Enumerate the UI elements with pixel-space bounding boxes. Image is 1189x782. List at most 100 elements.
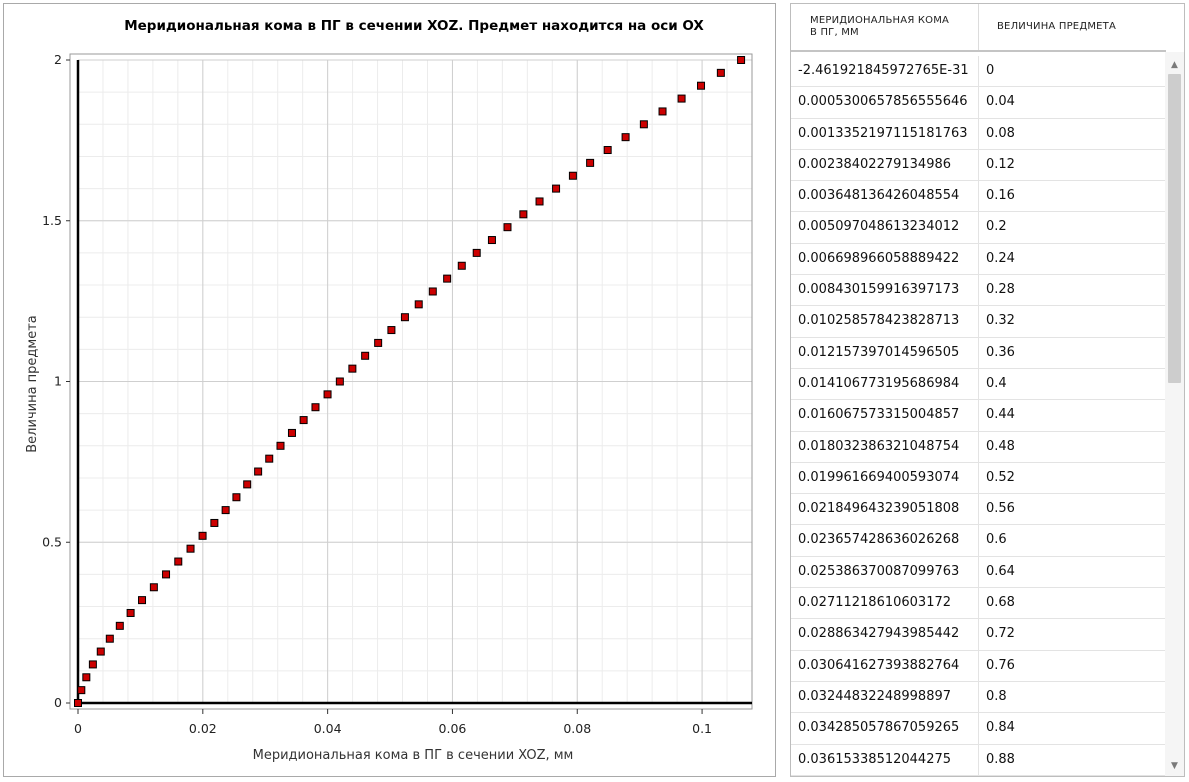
table-row[interactable]: 0.03244832248998897 0.8 [791, 681, 1166, 714]
cell-coma: 0.021849643239051808 [791, 494, 979, 525]
data-point [586, 158, 595, 167]
cell-coma: 0.023657428636026268 [791, 525, 979, 556]
data-point [105, 634, 114, 643]
data-point [198, 531, 207, 540]
data-table: МЕРИДИОНАЛЬНАЯ КОМА В ПГ, ММ ВЕЛИЧИНА ПР… [790, 3, 1185, 777]
table-row[interactable]: 0.034285057867059265 0.84 [791, 713, 1166, 745]
tick-labels: 0 0.02 0.04 0.06 0.08 0.1 0 0.5 1 1.5 2 [42, 52, 712, 736]
cell-coma: 0.030641627393882764 [791, 650, 979, 681]
table-row[interactable]: 0.0005300657856555646 0.04 [791, 87, 1166, 119]
cell-object-size: 0.44 [979, 400, 1166, 431]
data-point [299, 416, 308, 425]
table-row[interactable]: 0.021849643239051808 0.56 [791, 494, 1166, 526]
data-point [287, 428, 296, 437]
cell-coma: 0.016067573315004857 [791, 400, 979, 431]
table-row[interactable]: 0.00238402279134986 0.12 [791, 149, 1166, 182]
data-point [186, 544, 195, 553]
chart-panel: Меридиональная кома в ПГ в сечении XOZ. … [3, 3, 776, 777]
cell-object-size: 0.64 [979, 556, 1166, 588]
scatter-chart: Меридиональная кома в ПГ в сечении XOZ. … [25, 18, 753, 763]
table-row[interactable]: 0.006698966058889422 0.24 [791, 243, 1166, 276]
chevron-up-icon[interactable]: ▲ [1171, 60, 1178, 70]
table-header: МЕРИДИОНАЛЬНАЯ КОМА В ПГ, ММ ВЕЛИЧИНА ПР… [791, 4, 1166, 52]
data-point [149, 583, 158, 592]
data-point [400, 313, 409, 322]
y-tick-label: 2 [54, 52, 62, 67]
table-row[interactable]: 0.03615338512044275 0.88 [791, 744, 1166, 776]
cell-object-size: 0.52 [979, 462, 1166, 494]
chevron-down-icon[interactable]: ▼ [1171, 761, 1178, 771]
y-tick-label: 0 [54, 695, 62, 710]
y-tick-label: 1 [54, 374, 62, 389]
table-row[interactable]: 0.014106773195686984 0.4 [791, 368, 1166, 401]
table-row[interactable]: 0.028863427943985442 0.72 [791, 619, 1166, 651]
data-point [697, 81, 706, 90]
table-row[interactable]: -2.461921845972765E-31 0 [791, 56, 1166, 88]
data-point [535, 197, 544, 206]
table-row[interactable]: 0.025386370087099763 0.64 [791, 556, 1166, 589]
x-axis-label: Меридиональная кома в ПГ в сечении XOZ, … [253, 748, 574, 763]
data-point [361, 351, 370, 360]
cell-object-size: 0.2 [979, 212, 1166, 243]
data-point [115, 621, 124, 630]
cell-coma: 0.012157397014596505 [791, 337, 979, 368]
table-row[interactable]: 0.0013352197115181763 0.08 [791, 118, 1166, 150]
data-point [323, 390, 332, 399]
data-points [74, 56, 746, 707]
cell-object-size: 0.12 [979, 149, 1166, 181]
cell-object-size: 0.4 [979, 368, 1166, 400]
table-row[interactable]: 0.018032386321048754 0.48 [791, 431, 1166, 463]
scrollbar-thumb[interactable] [1168, 74, 1181, 383]
cell-coma: 0.03615338512044275 [791, 744, 979, 775]
data-point [265, 454, 274, 463]
column-header-coma-line2: В ПГ, ММ [810, 27, 859, 38]
x-tick-label: 0.06 [439, 721, 467, 736]
cell-coma: 0.028863427943985442 [791, 619, 979, 650]
chart-title: Меридиональная кома в ПГ в сечении XOZ. … [124, 18, 704, 34]
cell-coma: 0.019961669400593074 [791, 462, 979, 494]
table-body: -2.461921845972765E-31 0 0.000530065785655… [791, 56, 1166, 776]
data-point [677, 94, 686, 103]
cell-coma: 0.00238402279134986 [791, 149, 979, 181]
data-point [472, 248, 481, 257]
table-row[interactable]: 0.003648136426048554 0.16 [791, 181, 1166, 213]
data-point [210, 518, 219, 527]
data-point [311, 403, 320, 412]
data-point [737, 56, 746, 64]
cell-object-size: 0.56 [979, 494, 1166, 525]
vertical-scrollbar[interactable]: ▲ ▼ [1165, 52, 1184, 776]
data-point [716, 68, 725, 77]
data-point [276, 441, 285, 450]
cell-coma: 0.0013352197115181763 [791, 118, 979, 149]
cell-coma: -2.461921845972765E-31 [791, 56, 979, 87]
table-row[interactable]: 0.030641627393882764 0.76 [791, 650, 1166, 682]
data-point [552, 184, 561, 193]
data-point [243, 480, 252, 489]
table-row[interactable]: 0.008430159916397173 0.28 [791, 275, 1166, 307]
x-tick-label: 0.04 [314, 721, 342, 736]
column-header-object-size[interactable]: ВЕЛИЧИНА ПРЕДМЕТА [997, 21, 1117, 32]
cell-object-size: 0.68 [979, 588, 1166, 619]
data-point [387, 326, 396, 335]
data-point [232, 493, 241, 502]
y-tick-label: 1.5 [42, 213, 62, 228]
data-point [335, 377, 344, 386]
column-header-coma[interactable]: МЕРИДИОНАЛЬНАЯ КОМА В ПГ, ММ [791, 4, 979, 50]
table-row[interactable]: 0.012157397014596505 0.36 [791, 337, 1166, 369]
data-point [221, 506, 230, 515]
cell-object-size: 0.16 [979, 181, 1166, 212]
data-point [96, 647, 105, 656]
table-row[interactable]: 0.005097048613234012 0.2 [791, 212, 1166, 244]
cell-coma: 0.0005300657856555646 [791, 87, 979, 118]
column-header-coma-line1: МЕРИДИОНАЛЬНАЯ КОМА [810, 15, 950, 26]
table-row[interactable]: 0.02711218610603172 0.68 [791, 588, 1166, 620]
x-tick-label: 0.02 [189, 721, 217, 736]
table-row[interactable]: 0.016067573315004857 0.44 [791, 400, 1166, 432]
table-row[interactable]: 0.010258578423828713 0.32 [791, 306, 1166, 338]
cell-object-size: 0.8 [979, 681, 1166, 713]
data-point [443, 274, 452, 283]
y-tick-label: 0.5 [42, 534, 62, 549]
table-row[interactable]: 0.019961669400593074 0.52 [791, 462, 1166, 495]
table-row[interactable]: 0.023657428636026268 0.6 [791, 525, 1166, 557]
cell-coma: 0.010258578423828713 [791, 306, 979, 337]
